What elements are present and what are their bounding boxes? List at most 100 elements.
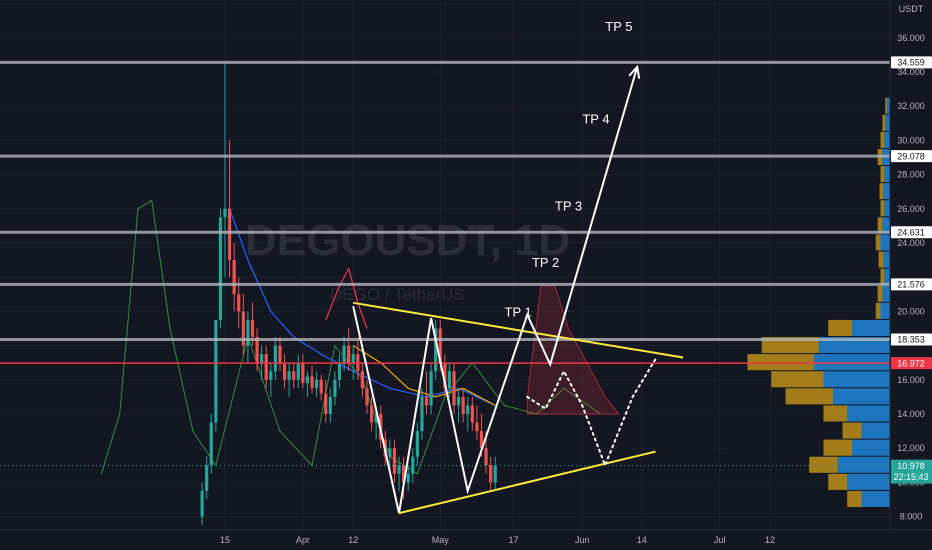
candle-body xyxy=(250,319,255,338)
target-label: TP 3 xyxy=(555,198,582,213)
candle-body xyxy=(369,405,374,423)
x-tick-label: 17 xyxy=(509,535,519,545)
x-tick-label: Jun xyxy=(575,535,590,545)
volume-profile-bar-up xyxy=(883,183,890,200)
candle-body xyxy=(402,465,406,483)
candle-body xyxy=(296,362,300,380)
volume-profile-bar-down xyxy=(882,114,886,131)
y-tick-label: 14.000 xyxy=(897,409,925,419)
moving-average-series xyxy=(325,266,368,329)
x-tick-label: Jul xyxy=(714,535,726,545)
volume-profile-bar-down xyxy=(747,354,814,371)
volume-profile-bar-up xyxy=(852,439,890,456)
candle-body xyxy=(333,379,337,397)
candle-body xyxy=(429,371,433,406)
volume-profile-bar-down xyxy=(877,285,883,302)
candle-body xyxy=(319,379,323,394)
volume-profile-bar-down xyxy=(880,268,885,285)
dotted-scenario-path[interactable] xyxy=(526,358,657,469)
candle-body xyxy=(273,345,277,372)
volume-profile-bar-down xyxy=(879,183,884,200)
y-tick-label: 36.000 xyxy=(897,33,925,43)
candle-body xyxy=(475,422,479,432)
volume-profile-bar-down xyxy=(823,405,848,422)
candle-body xyxy=(342,345,346,363)
volume-profile-bar-up xyxy=(884,131,890,148)
level-price-label: 16.972 xyxy=(897,358,925,368)
x-tick-label: Apr xyxy=(296,535,310,545)
candle-body xyxy=(461,396,465,414)
level-price-badge xyxy=(891,333,932,346)
trend-lines[interactable] xyxy=(353,301,684,515)
level-price-label: 34.559 xyxy=(897,58,925,68)
volume-profile-bar-up xyxy=(823,371,890,388)
volume-profile-bar-up xyxy=(883,251,890,268)
candle-body xyxy=(227,208,232,261)
volume-profile-bar-up xyxy=(884,166,890,183)
y-tick-label: 16.000 xyxy=(897,375,925,385)
x-tick-label: 12 xyxy=(765,535,775,545)
trend-line[interactable] xyxy=(398,450,656,515)
level-price-badge xyxy=(891,150,932,163)
candle-body xyxy=(205,465,209,491)
volume-profile-bar-down xyxy=(828,319,852,337)
pattern-path[interactable] xyxy=(352,64,657,514)
y-tick-label: 30.000 xyxy=(897,135,925,145)
bar-countdown-label: 22:15:43 xyxy=(893,472,928,482)
pattern-zigzag[interactable] xyxy=(352,66,639,514)
y-tick-label: 8.000 xyxy=(900,512,923,522)
volume-profile-bar-up xyxy=(880,302,890,319)
candle-body xyxy=(493,465,497,483)
volume-profile-bar-down xyxy=(823,439,852,456)
candle-body xyxy=(200,490,204,517)
candle-body xyxy=(214,319,218,423)
volume-profile-bar-up xyxy=(880,234,890,251)
y-tick-label: 24.000 xyxy=(897,238,925,248)
target-label: TP 5 xyxy=(605,19,632,34)
candle-body xyxy=(438,328,442,363)
candle-body xyxy=(260,354,264,363)
volume-profile-bar-up xyxy=(884,200,890,217)
candle-body xyxy=(479,431,484,449)
volume-profile-bar-down xyxy=(875,302,881,319)
candle-body xyxy=(452,371,456,406)
currency-label: USDT xyxy=(899,4,924,14)
volume-profile-bar-down xyxy=(761,337,819,354)
arrow-head xyxy=(628,64,641,79)
time-axis[interactable]: 15 Apr 12 May 17 Jun 14 Jul 12 xyxy=(0,529,932,545)
candle-body xyxy=(282,362,287,380)
volume-profile-bar-down xyxy=(771,371,824,388)
trend-line[interactable] xyxy=(353,301,684,359)
candle-body xyxy=(328,396,332,414)
candle-body xyxy=(365,388,369,406)
y-tick-label: 28.000 xyxy=(897,170,925,180)
level-price-label: 24.631 xyxy=(897,227,925,237)
volume-profile-bar-up xyxy=(884,268,890,285)
target-annotations: TP 1 TP 2 TP 3 TP 4 TP 5 xyxy=(505,19,633,320)
candles xyxy=(200,63,497,526)
candle-body xyxy=(218,217,223,320)
volume-profile-bar-down xyxy=(785,388,833,405)
level-price-label: 29.078 xyxy=(897,151,925,161)
level-price-badge xyxy=(891,56,932,69)
candle-body xyxy=(241,311,245,346)
volume-profile-bar-down xyxy=(877,217,883,234)
horizontal-levels[interactable] xyxy=(0,60,890,467)
candle-body xyxy=(264,354,268,380)
candle-body xyxy=(310,376,314,389)
candle-body xyxy=(337,362,342,380)
volume-profile-bar-down xyxy=(885,97,888,114)
candle-body xyxy=(434,328,438,372)
candle-body xyxy=(246,319,250,346)
volume-profile-bar-down xyxy=(880,166,885,183)
symbol-watermark: DEGOUSDT, 1D DEGO / TetherUS xyxy=(245,216,570,304)
candle-body xyxy=(324,393,328,414)
volume-profile-bar-down xyxy=(828,473,848,490)
volume-profile-bar-up xyxy=(847,405,890,422)
level-price-badge xyxy=(891,357,932,370)
x-tick-label: 12 xyxy=(348,535,358,545)
x-tick-label: 15 xyxy=(220,535,230,545)
candle-body xyxy=(255,337,259,363)
price-axis[interactable]: USDT 34.559 29.078 24.631 21.576 18.353 16.97… xyxy=(889,0,932,530)
